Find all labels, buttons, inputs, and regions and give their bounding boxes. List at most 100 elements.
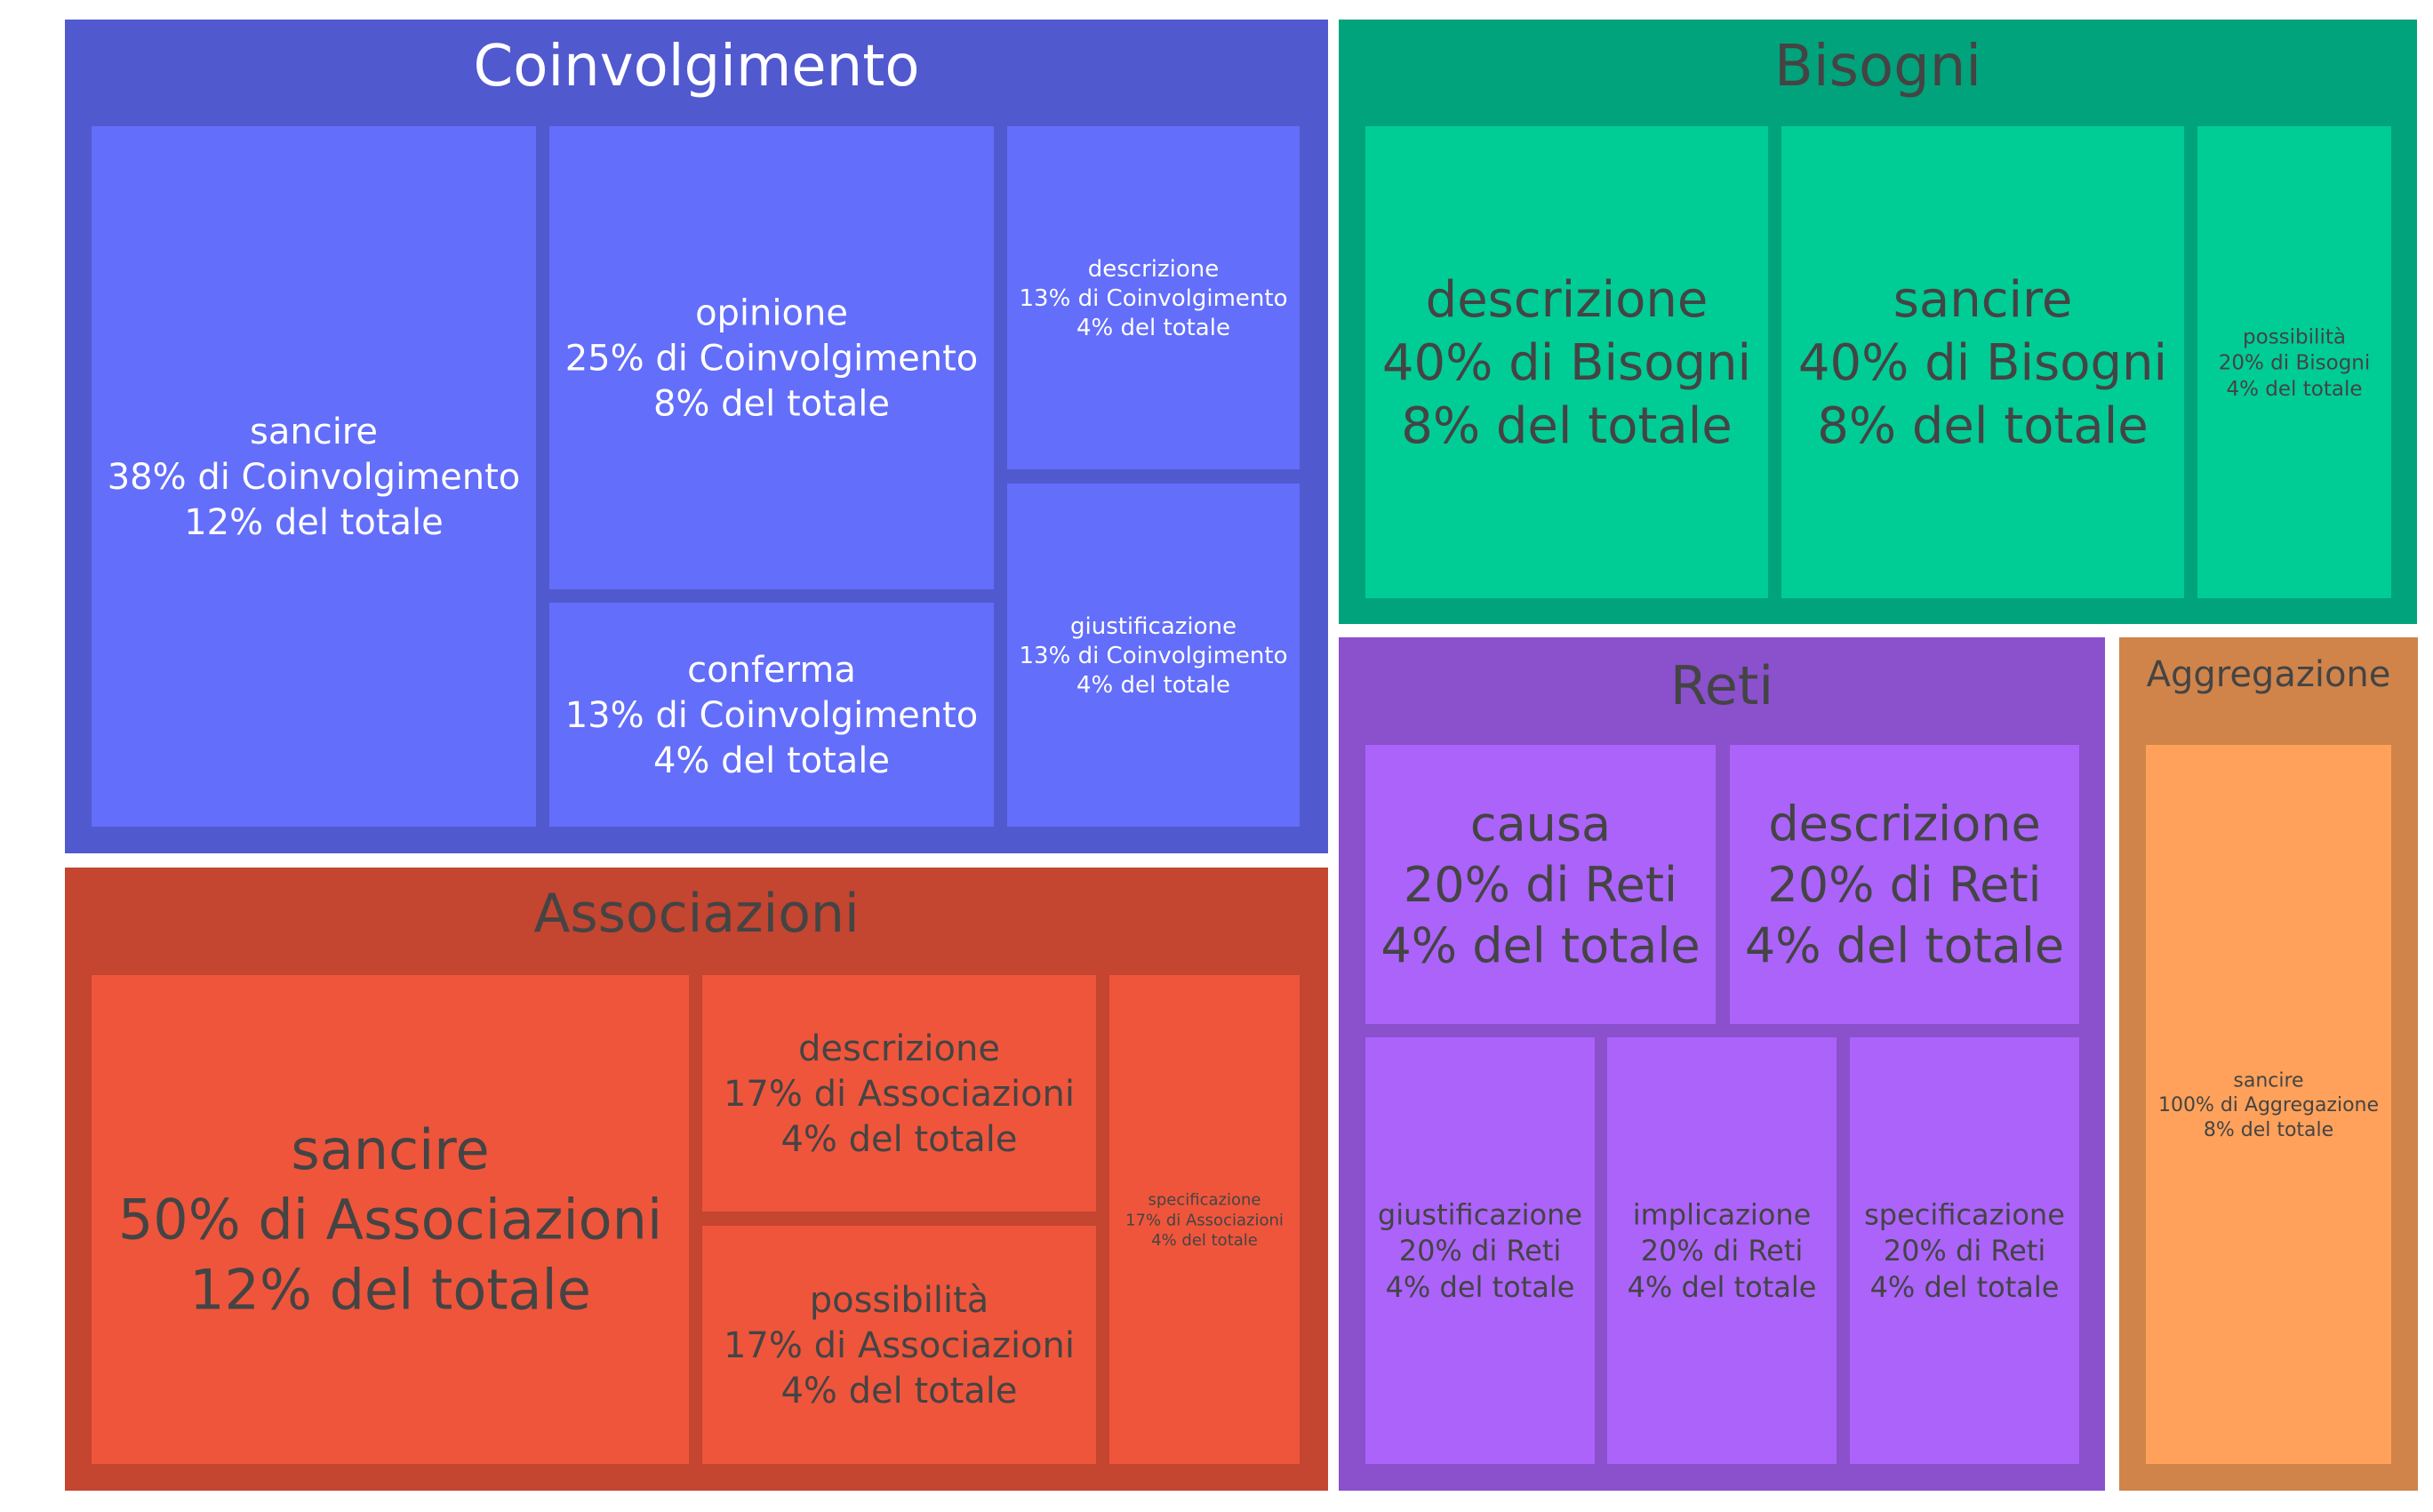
tile-rect-associazioni-possibilita[interactable] [702, 1226, 1096, 1464]
group-associazioni[interactable]: Associazioni sancire 50% di Associazioni 12… [65, 868, 1328, 1491]
tile-name: descrizione [1426, 271, 1709, 329]
tile-pct-total: 8% del totale [1401, 397, 1733, 455]
tile-rect-aggregazione-sancire[interactable] [2146, 745, 2391, 1464]
tile-associazioni-specificazione[interactable]: specificazione 17% di Associazioni 4% del … [1109, 975, 1300, 1464]
tile-pct-parent: 20% di Reti [1399, 1234, 1562, 1268]
tile-rect-coinvolgimento-sancire[interactable] [92, 126, 536, 827]
group-title-reti: Reti [1670, 655, 1773, 717]
tile-label-reti-specificazione: specificazione 20% di Reti 4% del totale [1864, 1198, 2065, 1304]
tile-rect-reti-specificazione[interactable] [1850, 1037, 2079, 1464]
tile-pct-parent: 20% di Reti [1884, 1234, 2046, 1268]
tile-pct-parent: 25% di Coinvolgimento [565, 339, 979, 380]
tile-label-bisogni-descrizione: descrizione 40% di Bisogni 8% del totale [1382, 271, 1751, 455]
group-coinvolgimento[interactable]: Coinvolgimento sancire 38% di Coinvolgimen… [65, 20, 1328, 853]
tile-rect-associazioni-sancire[interactable] [92, 975, 689, 1464]
tile-pct-total: 4% del totale [2227, 378, 2363, 401]
tile-pct-total: 4% del totale [1628, 1270, 1817, 1304]
tile-name: sancire [2233, 1069, 2303, 1092]
tile-aggregazione-sancire[interactable]: sancire 100% di Aggregazione 8% del totale [2146, 745, 2391, 1464]
tile-name: causa [1470, 796, 1611, 852]
tile-pct-total: 12% del totale [189, 1257, 591, 1322]
tile-reti-descrizione[interactable]: descrizione 20% di Reti 4% del totale [1730, 745, 2079, 1024]
tile-label-associazioni-possibilita: possibilità 17% di Associazioni 4% del tot… [724, 1280, 1075, 1412]
tile-label-aggregazione-sancire: sancire 100% di Aggregazione 8% del totale [2158, 1069, 2379, 1141]
tile-coinvolgimento-descrizione[interactable]: descrizione 13% di Coinvolgimento 4% del t… [1007, 126, 1300, 469]
tile-bisogni-possibilita[interactable]: possibilità 20% di Bisogni 4% del totale [2197, 126, 2391, 598]
tile-pct-parent: 13% di Coinvolgimento [1020, 285, 1288, 312]
tile-name: sancire [250, 412, 378, 452]
tile-rect-coinvolgimento-conferma[interactable] [549, 603, 994, 827]
tile-reti-causa[interactable]: causa 20% di Reti 4% del totale [1365, 745, 1716, 1024]
tile-label-reti-causa: causa 20% di Reti 4% del totale [1381, 796, 1700, 973]
tile-name: specificazione [1864, 1198, 2065, 1232]
tile-rect-reti-implicazione[interactable] [1607, 1037, 1837, 1464]
tile-rect-bisogni-possibilita[interactable] [2197, 126, 2391, 598]
tile-pct-total: 4% del totale [1381, 917, 1700, 973]
tile-pct-parent: 38% di Coinvolgimento [108, 457, 521, 498]
tile-name: specificazione [1148, 1190, 1261, 1209]
tile-name: conferma [687, 650, 856, 691]
tile-label-reti-descrizione: descrizione 20% di Reti 4% del totale [1745, 796, 2064, 973]
tile-coinvolgimento-conferma[interactable]: conferma 13% di Coinvolgimento 4% del tota… [549, 603, 994, 827]
tile-pct-parent: 20% di Reti [1767, 857, 2041, 913]
tile-label-reti-implicazione: implicazione 20% di Reti 4% del totale [1628, 1198, 1817, 1304]
tile-pct-total: 4% del totale [1076, 315, 1230, 341]
tile-bisogni-descrizione[interactable]: descrizione 40% di Bisogni 8% del totale [1365, 126, 1768, 598]
tile-label-coinvolgimento-giustificazione: giustificazione 13% di Coinvolgimento 4% d… [1020, 613, 1288, 699]
tile-reti-specificazione[interactable]: specificazione 20% di Reti 4% del totale [1850, 1037, 2079, 1464]
tile-associazioni-descrizione[interactable]: descrizione 17% di Associazioni 4% del tot… [702, 975, 1096, 1212]
tile-pct-parent: 13% di Coinvolgimento [565, 695, 979, 736]
tile-reti-implicazione[interactable]: implicazione 20% di Reti 4% del totale [1607, 1037, 1837, 1464]
tile-label-coinvolgimento-descrizione: descrizione 13% di Coinvolgimento 4% del t… [1020, 256, 1288, 341]
tile-rect-reti-descrizione[interactable] [1730, 745, 2079, 1024]
tile-bisogni-sancire[interactable]: sancire 40% di Bisogni 8% del totale [1781, 126, 2184, 598]
tile-rect-reti-giustificazione[interactable] [1365, 1037, 1595, 1464]
tile-pct-total: 4% del totale [1076, 672, 1230, 699]
tile-coinvolgimento-giustificazione[interactable]: giustificazione 13% di Coinvolgimento 4% d… [1007, 484, 1300, 827]
tile-name: giustificazione [1070, 613, 1237, 640]
tile-rect-associazioni-specificazione[interactable] [1109, 975, 1300, 1464]
tile-pct-total: 4% del totale [1745, 917, 2064, 973]
group-title-coinvolgimento: Coinvolgimento [474, 34, 920, 100]
tile-pct-parent: 17% di Associazioni [724, 1074, 1075, 1115]
tile-label-reti-giustificazione: giustificazione 20% di Reti 4% del totale [1378, 1198, 1582, 1304]
tile-name: opinione [695, 293, 848, 334]
tile-rect-bisogni-descrizione[interactable] [1365, 126, 1768, 598]
tile-rect-coinvolgimento-descrizione[interactable] [1007, 126, 1300, 469]
tile-associazioni-possibilita[interactable]: possibilità 17% di Associazioni 4% del tot… [702, 1226, 1096, 1464]
tile-name: possibilità [810, 1280, 989, 1321]
tile-pct-parent: 20% di Reti [1404, 857, 1677, 913]
tile-pct-total: 4% del totale [1870, 1270, 2060, 1304]
tile-coinvolgimento-sancire[interactable]: sancire 38% di Coinvolgimento 12% del tota… [92, 126, 536, 827]
tile-label-associazioni-specificazione: specificazione 17% di Associazioni 4% del … [1125, 1190, 1284, 1250]
tile-pct-parent: 40% di Bisogni [1798, 334, 2167, 392]
tile-label-coinvolgimento-sancire: sancire 38% di Coinvolgimento 12% del tota… [108, 412, 521, 543]
tile-coinvolgimento-opinione[interactable]: opinione 25% di Coinvolgimento 8% del tota… [549, 126, 994, 589]
tile-rect-coinvolgimento-opinione[interactable] [549, 126, 994, 589]
tile-associazioni-sancire[interactable]: sancire 50% di Associazioni 12% del totale [92, 975, 689, 1464]
tile-name: descrizione [1088, 256, 1220, 283]
group-title-bisogni: Bisogni [1774, 34, 1981, 100]
tile-pct-parent: 40% di Bisogni [1382, 334, 1751, 392]
tile-label-bisogni-sancire: sancire 40% di Bisogni 8% del totale [1798, 271, 2167, 455]
tile-pct-total: 8% del totale [1817, 397, 2149, 455]
tile-reti-giustificazione[interactable]: giustificazione 20% di Reti 4% del totale [1365, 1037, 1595, 1464]
tile-name: possibilità [2243, 325, 2346, 348]
tile-pct-parent: 17% di Associazioni [724, 1325, 1075, 1366]
tile-pct-total: 8% del totale [2204, 1119, 2333, 1141]
tile-name: descrizione [1768, 796, 2040, 852]
tile-rect-coinvolgimento-giustificazione[interactable] [1007, 484, 1300, 827]
tile-rect-associazioni-descrizione[interactable] [702, 975, 1096, 1212]
tile-rect-reti-causa[interactable] [1365, 745, 1716, 1024]
tile-name: implicazione [1633, 1198, 1812, 1232]
tile-pct-parent: 13% di Coinvolgimento [1020, 643, 1288, 669]
tile-pct-total: 4% del totale [1386, 1270, 1575, 1304]
tile-pct-total: 4% del totale [780, 1371, 1017, 1412]
tile-pct-parent: 17% di Associazioni [1125, 1211, 1284, 1229]
group-aggregazione[interactable]: Aggregazione sancire 100% di Aggregazione 8… [2119, 637, 2418, 1491]
group-title-aggregazione: Aggregazione [2147, 654, 2391, 695]
tile-rect-bisogni-sancire[interactable] [1781, 126, 2184, 598]
tile-pct-total: 8% del totale [653, 383, 890, 424]
